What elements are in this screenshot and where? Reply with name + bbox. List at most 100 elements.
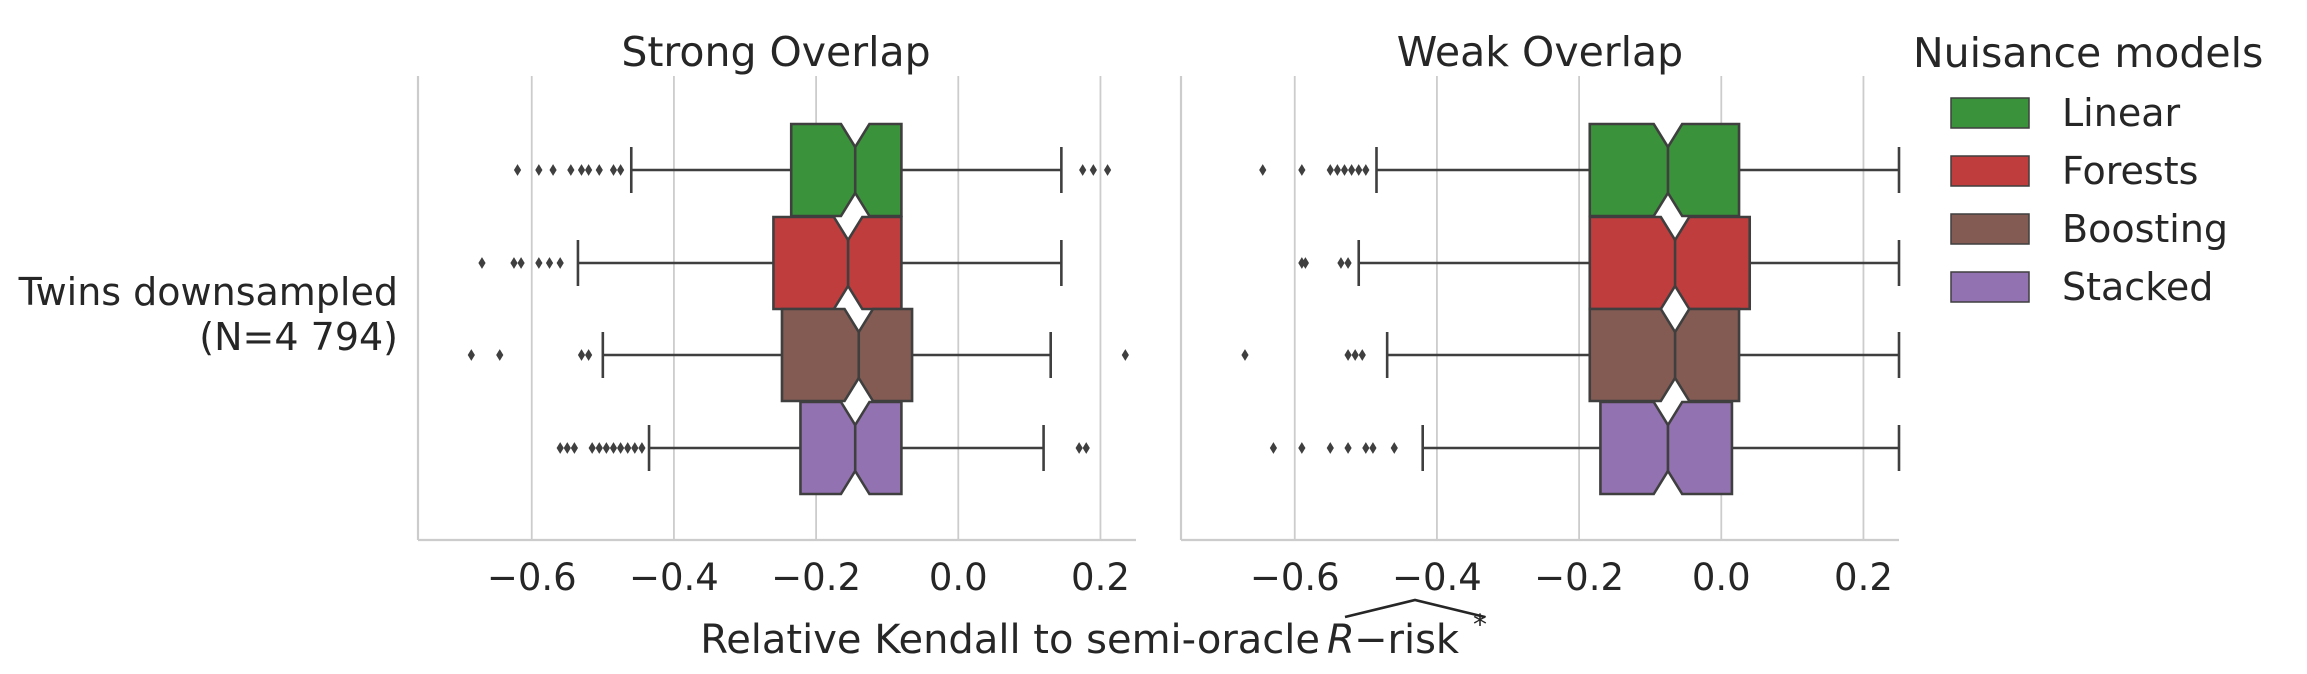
- outlier-point: [617, 164, 625, 176]
- outlier-point: [467, 349, 475, 361]
- x-tick-label: −0.6: [1250, 556, 1340, 599]
- outlier-point: [510, 257, 518, 269]
- outlier-point: [535, 164, 543, 176]
- outlier-point: [1298, 442, 1306, 454]
- box-body: [772, 215, 903, 311]
- outlier-point: [1259, 164, 1267, 176]
- outlier-point: [1355, 164, 1363, 176]
- outlier-point: [1362, 442, 1370, 454]
- outlier-point: [609, 442, 618, 454]
- outlier-point: [609, 164, 618, 176]
- outlier-point: [556, 257, 564, 269]
- outlier-point: [638, 442, 646, 454]
- legend-swatch: [1950, 213, 2030, 245]
- outlier-point: [1340, 164, 1349, 176]
- box-body: [1599, 400, 1734, 496]
- outlier-point: [1326, 442, 1334, 454]
- outlier-point: [556, 442, 564, 454]
- row-label-line-2: (N=4 794): [199, 315, 398, 359]
- x-tick-label: 0.2: [1834, 556, 1893, 599]
- wide-hat-accent: [1344, 598, 1486, 619]
- outlier-point: [549, 164, 557, 176]
- outlier-point: [1351, 349, 1359, 361]
- outlier-point: [588, 442, 596, 454]
- outlier-point: [1337, 257, 1345, 269]
- box-body: [780, 307, 914, 403]
- legend-entry-linear: Linear: [1950, 91, 2180, 135]
- box-body: [1588, 215, 1752, 311]
- legend-label: Linear: [2062, 91, 2180, 135]
- x-tick-label: 0.2: [1071, 556, 1130, 599]
- outlier-point: [1362, 164, 1370, 176]
- box-forests: [1298, 215, 1901, 311]
- outlier-point: [585, 164, 593, 176]
- outlier-point: [517, 257, 525, 269]
- box-body: [1588, 307, 1741, 403]
- outlier-point: [1344, 442, 1352, 454]
- outlier-point: [1298, 164, 1306, 176]
- outlier-point: [496, 349, 504, 361]
- box-boosting: [467, 307, 1129, 403]
- outlier-point: [595, 442, 603, 454]
- outlier-point: [1089, 164, 1097, 176]
- legend-title: Nuisance models: [1913, 29, 2263, 77]
- outlier-point: [624, 442, 632, 454]
- legend-label: Boosting: [2062, 207, 2228, 251]
- outlier-point: [1333, 164, 1341, 176]
- outlier-point: [1390, 442, 1398, 454]
- legend-label: Forests: [2062, 149, 2198, 193]
- legend-swatch: [1950, 97, 2030, 129]
- box-stacked: [556, 400, 1090, 496]
- row-label: Twins downsampled (N=4 794): [18, 270, 398, 359]
- x-tick-label: −0.4: [1392, 556, 1482, 599]
- outlier-point: [1103, 164, 1112, 176]
- box-forests: [478, 215, 1063, 311]
- outlier-point: [1301, 257, 1310, 269]
- shared-x-axis-label: Relative Kendall to semi-oracle R −risk …: [700, 598, 1487, 663]
- outlier-point: [602, 442, 610, 454]
- x-axis-label-text: Relative Kendall to semi-oracle: [700, 617, 1320, 663]
- box-body: [789, 122, 903, 218]
- panel-title-strong-overlap: Strong Overlap: [621, 28, 930, 76]
- legend-swatch: [1950, 155, 2030, 187]
- x-tick-label: −0.6: [487, 556, 577, 599]
- outlier-point: [563, 442, 571, 454]
- row-label-line-1: Twins downsampled: [18, 270, 398, 314]
- outlier-point: [1121, 349, 1129, 361]
- outlier-point: [1075, 442, 1083, 454]
- x-axis-label-superscript: *: [1473, 608, 1487, 641]
- panel-title-weak-overlap: Weak Overlap: [1397, 28, 1683, 76]
- outlier-point: [631, 442, 639, 454]
- legend-label: Stacked: [2062, 265, 2213, 309]
- outlier-point: [1369, 442, 1377, 454]
- x-tick-label: 0.0: [929, 556, 988, 599]
- box-boosting: [1241, 307, 1901, 403]
- legend-swatch: [1950, 271, 2030, 303]
- box-linear: [1259, 122, 1901, 218]
- box-body: [1588, 122, 1741, 218]
- outlier-point: [1348, 164, 1356, 176]
- outlier-point: [595, 164, 603, 176]
- panel-weak-overlap: Weak Overlap −0.6 −0.4 −0.2 0.0 0.2: [1179, 28, 1901, 599]
- outlier-point: [567, 164, 575, 176]
- legend: Nuisance models Linear Forests Boosting Sta…: [1913, 29, 2263, 309]
- outlier-point: [1358, 349, 1366, 361]
- outlier-point: [513, 164, 522, 176]
- outlier-point: [545, 257, 554, 269]
- x-tick-label: 0.0: [1692, 556, 1751, 599]
- outlier-point: [1269, 442, 1278, 454]
- outlier-point: [535, 257, 543, 269]
- outlier-point: [570, 442, 578, 454]
- x-axis-label-suffix: −risk: [1354, 617, 1460, 663]
- outlier-point: [617, 442, 625, 454]
- outlier-point: [478, 257, 486, 269]
- outlier-point: [1344, 349, 1352, 361]
- outlier-point: [1241, 349, 1249, 361]
- legend-entry-forests: Forests: [1950, 149, 2198, 193]
- x-tick-label: −0.2: [771, 556, 861, 599]
- box-linear: [513, 122, 1112, 218]
- outlier-point: [585, 349, 593, 361]
- box-body: [799, 400, 903, 496]
- x-tick-label: −0.2: [1534, 556, 1624, 599]
